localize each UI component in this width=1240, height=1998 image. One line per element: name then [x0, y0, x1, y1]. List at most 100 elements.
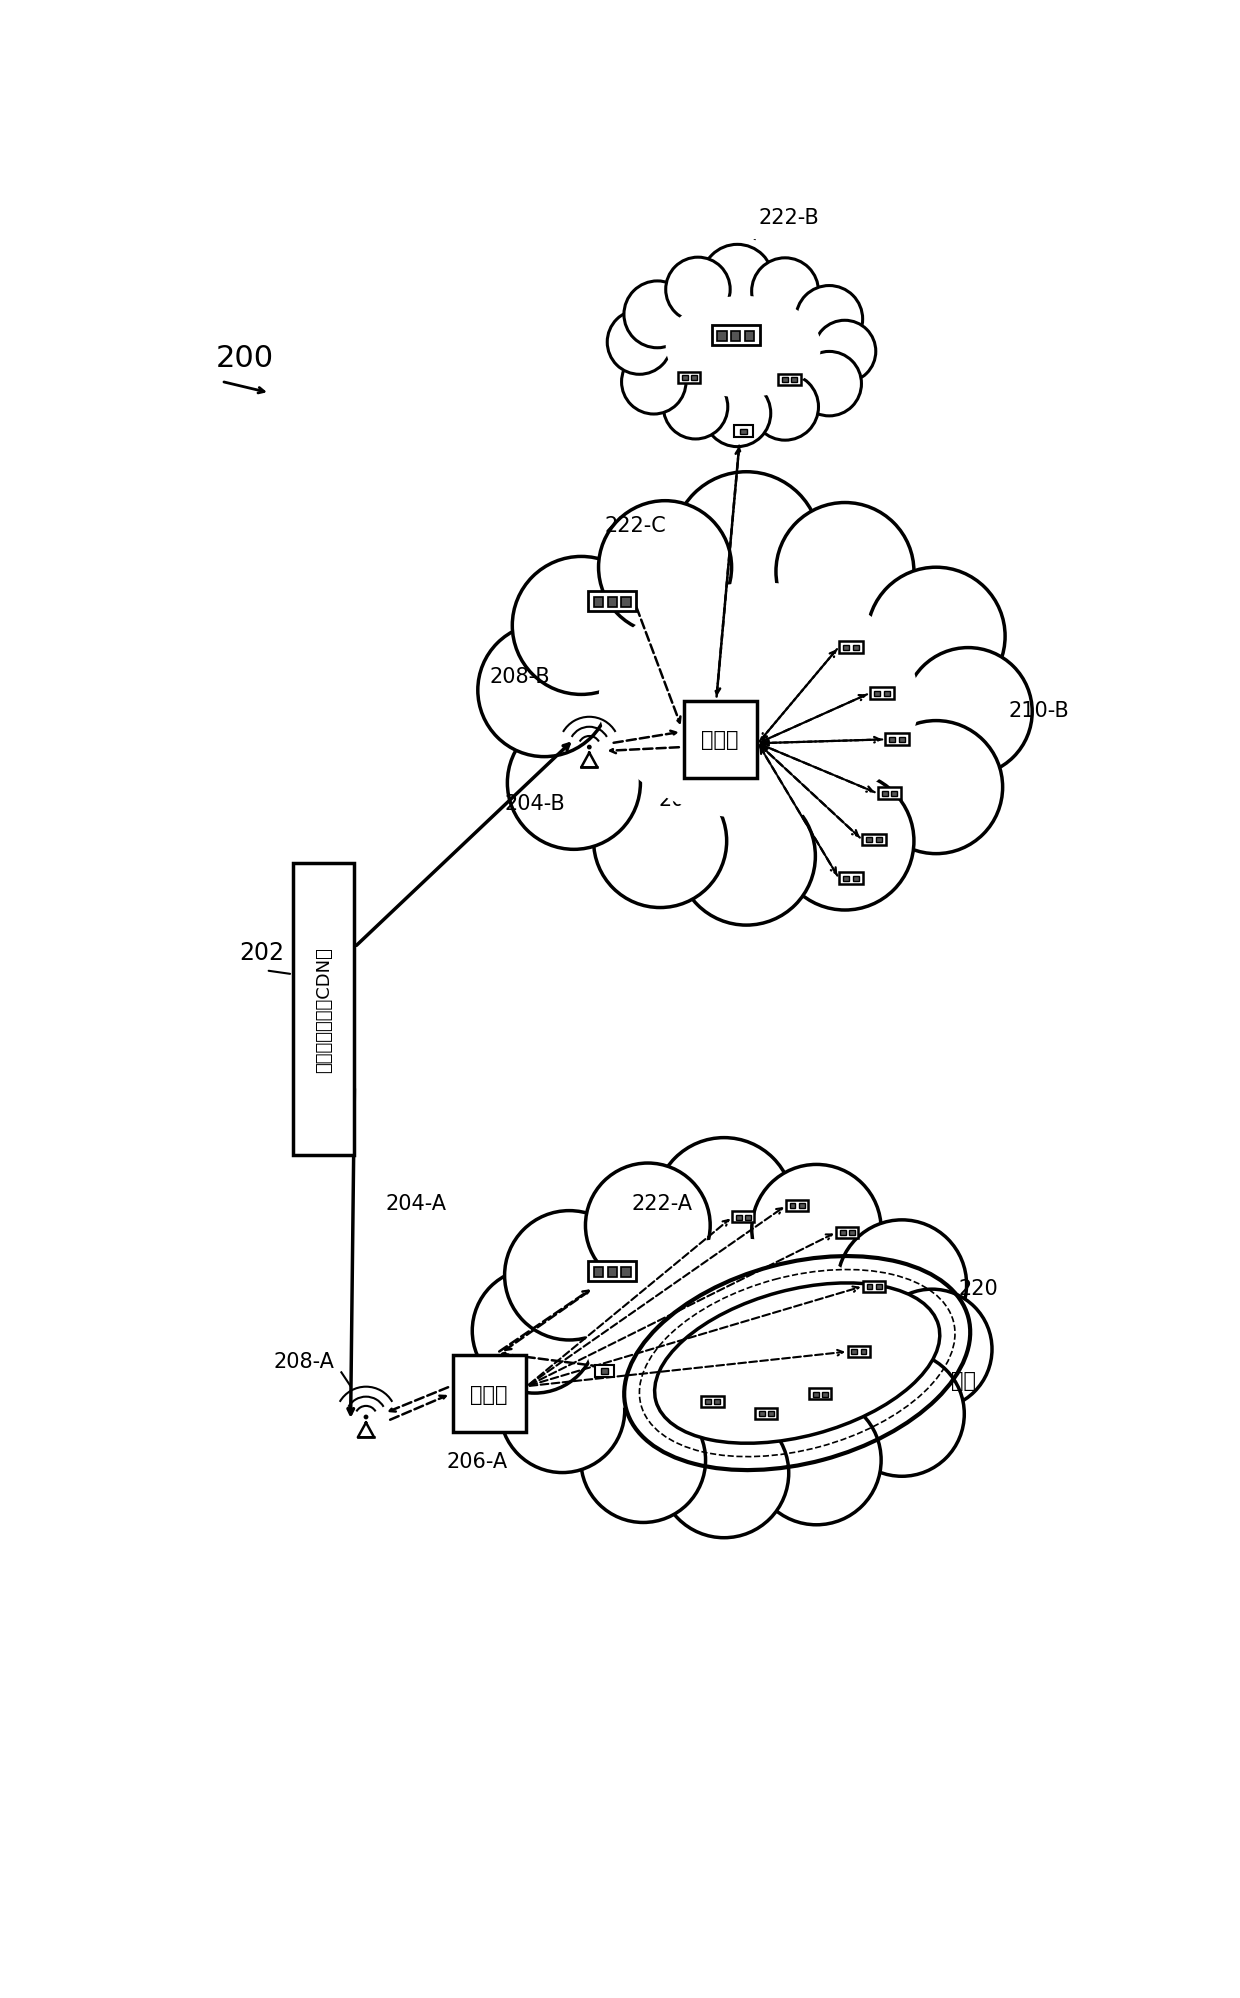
Circle shape	[477, 623, 611, 757]
Text: 内容传送网络（CDN）: 内容传送网络（CDN）	[315, 947, 332, 1073]
Text: 道路: 道路	[951, 1371, 976, 1391]
Bar	[892, 791, 898, 797]
Circle shape	[580, 1399, 706, 1522]
Bar	[588, 591, 636, 611]
Bar	[791, 378, 797, 384]
Text: 计算机: 计算机	[702, 729, 739, 749]
Circle shape	[839, 1353, 965, 1477]
Bar	[608, 597, 618, 607]
Bar	[882, 791, 888, 797]
Circle shape	[500, 1349, 625, 1473]
Bar	[745, 332, 754, 342]
Bar	[595, 1365, 614, 1377]
Text: 222-C: 222-C	[605, 515, 666, 535]
Ellipse shape	[642, 274, 844, 422]
Circle shape	[776, 773, 914, 911]
Bar	[843, 877, 849, 881]
Text: 222-B: 222-B	[759, 208, 820, 228]
Circle shape	[677, 787, 816, 925]
Circle shape	[872, 1289, 992, 1409]
Ellipse shape	[666, 298, 821, 398]
Circle shape	[904, 647, 1032, 777]
Bar	[878, 787, 901, 799]
Bar	[853, 877, 859, 881]
Circle shape	[512, 557, 650, 695]
Circle shape	[594, 775, 727, 909]
Circle shape	[751, 1165, 882, 1295]
Ellipse shape	[655, 1283, 940, 1443]
Circle shape	[660, 1409, 789, 1538]
Bar	[737, 1215, 742, 1221]
Circle shape	[751, 374, 818, 442]
Bar	[594, 597, 604, 607]
Bar	[839, 641, 863, 653]
Bar	[861, 1351, 866, 1355]
Circle shape	[813, 322, 875, 384]
Bar	[706, 1401, 711, 1405]
Text: 206-A: 206-A	[446, 1451, 508, 1471]
Circle shape	[621, 350, 686, 416]
Bar	[734, 426, 753, 438]
Circle shape	[672, 472, 821, 619]
Bar	[588, 1261, 636, 1281]
Bar	[867, 837, 873, 843]
Circle shape	[869, 721, 1003, 855]
Bar	[739, 430, 746, 436]
Circle shape	[655, 1139, 794, 1277]
Bar	[759, 1411, 765, 1417]
Bar	[683, 701, 756, 779]
Bar	[899, 737, 905, 743]
Bar	[782, 378, 787, 384]
Bar	[733, 1211, 754, 1223]
Bar	[702, 1397, 723, 1407]
Text: 202: 202	[239, 941, 284, 965]
Bar	[779, 374, 801, 386]
Circle shape	[599, 501, 732, 635]
Ellipse shape	[539, 1193, 932, 1489]
Bar	[717, 332, 727, 342]
Bar	[867, 1285, 873, 1289]
Bar	[453, 1357, 526, 1433]
Bar	[863, 1281, 885, 1293]
Ellipse shape	[549, 529, 968, 873]
Ellipse shape	[585, 1239, 885, 1443]
Bar	[848, 1347, 869, 1357]
Text: 200: 200	[216, 344, 274, 374]
Text: 204-B: 204-B	[505, 793, 565, 813]
Bar	[852, 1351, 857, 1355]
Bar	[714, 1401, 719, 1405]
Text: 206-B: 206-B	[658, 789, 719, 809]
Bar	[813, 1393, 818, 1397]
Bar	[691, 376, 697, 382]
Bar	[755, 1409, 777, 1419]
Bar	[712, 326, 760, 346]
Bar	[839, 1231, 846, 1235]
Text: 208-B: 208-B	[490, 665, 549, 685]
Bar	[293, 863, 355, 1155]
Ellipse shape	[599, 583, 919, 819]
Bar	[678, 374, 701, 384]
Bar	[874, 691, 880, 697]
Bar	[853, 645, 859, 651]
Circle shape	[751, 258, 818, 326]
Bar	[790, 1203, 796, 1209]
Circle shape	[587, 745, 591, 749]
Bar	[608, 1267, 618, 1277]
Bar	[601, 1369, 609, 1375]
Bar	[822, 1393, 827, 1397]
Text: 222-A: 222-A	[631, 1193, 693, 1213]
Circle shape	[797, 352, 862, 418]
Bar	[884, 691, 890, 697]
Bar	[768, 1411, 774, 1417]
Text: 220: 220	[959, 1279, 998, 1299]
Bar	[682, 376, 688, 382]
Bar	[799, 1203, 805, 1209]
Circle shape	[837, 1221, 967, 1349]
Bar	[875, 837, 882, 843]
Text: 210-A: 210-A	[790, 1293, 851, 1313]
Bar	[730, 332, 740, 342]
Bar	[594, 1267, 604, 1277]
Bar	[843, 645, 849, 651]
Bar	[836, 1227, 858, 1239]
Text: 计算机: 计算机	[470, 1385, 508, 1405]
